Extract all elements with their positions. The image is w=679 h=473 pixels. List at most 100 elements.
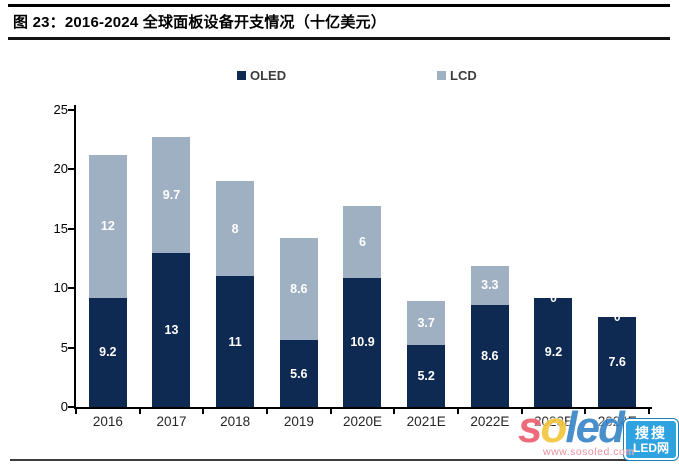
- figure-title: 图 23：2016-2024 全球面板设备开支情况（十亿美元）: [13, 14, 386, 31]
- bar-segment-lcd-2019: 8.6: [279, 238, 318, 341]
- value-label-lcd-2021E: 3.7: [417, 316, 435, 331]
- x-axis-line: [74, 407, 652, 409]
- y-axis-line: [74, 105, 76, 409]
- sosoled-badge-bottom-text: LED网: [632, 440, 669, 455]
- x-tick-mark-9: [648, 409, 650, 414]
- x-category-label-2022E: 2022E: [470, 414, 510, 429]
- x-tick-mark-2: [202, 409, 205, 414]
- stacked-bar-2018: 11 8: [216, 181, 255, 407]
- x-category-label-2016: 2016: [92, 414, 123, 429]
- value-label-oled-2020E: 10.9: [350, 335, 375, 350]
- lcd-legend-swatch: [437, 71, 446, 80]
- y-tick-label-10: 10: [53, 280, 68, 296]
- bar-segment-oled-2018: 11: [216, 276, 255, 407]
- bar-group-2023E: 9.2 0: [522, 110, 586, 407]
- legend-item-oled: OLED: [237, 68, 286, 83]
- stacked-bar-2020E: 10.9 6: [343, 206, 382, 407]
- y-tick-label-5: 5: [60, 339, 68, 355]
- stacked-bar-2021E: 5.2 3.7: [407, 301, 446, 407]
- bar-segment-lcd-2020E: 6: [343, 206, 382, 278]
- bar-group-2019: 5.6 8.6: [267, 110, 331, 407]
- oled-legend-label: OLED: [250, 68, 287, 83]
- x-category-label-2021E: 2021E: [406, 414, 446, 429]
- value-label-lcd-2022E: 3.3: [481, 278, 499, 293]
- x-tick-mark-4: [329, 409, 332, 414]
- x-tick-mark-0: [75, 409, 77, 414]
- value-label-lcd-2018: 8: [231, 221, 239, 236]
- x-tick-mark-5: [393, 409, 396, 414]
- oled-legend-swatch: [237, 71, 246, 80]
- bar-group-2022E: 8.6 3.3: [458, 110, 522, 407]
- x-category-label-2017: 2017: [156, 414, 187, 429]
- y-tick-mark-20: [68, 168, 74, 171]
- bar-segment-lcd-2022E: 3.3: [470, 265, 509, 305]
- bar-segment-oled-2024E: 7.6: [598, 316, 637, 407]
- bar-group-2018: 11 8: [203, 110, 267, 407]
- x-tick-mark-1: [138, 409, 141, 414]
- bar-segment-oled-2019: 5.6: [279, 340, 318, 407]
- bar-segment-lcd-2021E: 3.7: [407, 301, 446, 346]
- y-tick-mark-10: [68, 287, 74, 290]
- title-divider-rule: [8, 37, 670, 40]
- value-label-oled-2016: 9.2: [99, 345, 117, 360]
- bar-segment-oled-2022E: 8.6: [470, 304, 509, 407]
- bar-segment-oled-2016: 9.2: [88, 297, 127, 407]
- value-label-oled-2019: 5.6: [290, 366, 308, 381]
- value-label-oled-2022E: 8.6: [481, 348, 499, 363]
- bar-segment-lcd-2017: 9.7: [152, 137, 191, 253]
- bar-group-2024E: 7.6 0: [585, 110, 649, 407]
- y-tick-mark-15: [68, 227, 74, 230]
- stacked-bar-2016: 9.2 12: [88, 155, 127, 407]
- y-tick-mark-0: [68, 406, 74, 408]
- x-category-label-2018: 2018: [220, 414, 251, 429]
- stacked-bar-2019: 5.6 8.6: [279, 238, 318, 407]
- value-label-oled-2018: 11: [228, 334, 242, 349]
- bar-segment-oled-2020E: 10.9: [343, 277, 382, 407]
- value-label-oled-2021E: 5.2: [417, 369, 435, 384]
- bar-segment-oled-2017: 13: [152, 252, 191, 407]
- bar-group-2017: 13 9.7: [140, 110, 204, 407]
- value-label-oled-2024E: 7.6: [608, 354, 626, 369]
- bar-segment-oled-2021E: 5.2: [407, 345, 446, 407]
- y-tick-mark-5: [68, 346, 74, 349]
- bar-segment-oled-2023E: 9.2: [534, 297, 573, 407]
- x-tick-mark-3: [266, 409, 268, 414]
- bottom-border-rule: [10, 459, 669, 461]
- lcd-legend-label: LCD: [450, 68, 477, 83]
- y-tick-label-0: 0: [60, 399, 68, 414]
- value-label-lcd-2016: 12: [100, 219, 115, 234]
- y-tick-label-20: 20: [53, 161, 68, 177]
- x-category-label-2024E: 2024E: [597, 414, 637, 429]
- x-category-label-2023E: 2023E: [534, 414, 574, 429]
- y-tick-label-25: 25: [53, 102, 68, 117]
- y-tick-mark-25: [68, 109, 74, 111]
- plot-area: 9.2 12 13 9.7 11 8 5.6 8.6 10.9 6 5.2 3.7 8.6 3.3 9.2 0…: [76, 110, 649, 407]
- x-category-label-2020E: 2020E: [343, 414, 383, 429]
- value-label-lcd-2019: 8.6: [290, 282, 308, 297]
- y-axis-labels: 0 5 10 15 20 25: [30, 102, 68, 414]
- value-label-lcd-2017: 9.7: [162, 187, 181, 202]
- value-label-oled-2023E: 9.2: [544, 345, 563, 360]
- value-label-oled-2017: 13: [164, 322, 179, 337]
- sosoled-url: www.sosoled.com: [543, 446, 635, 458]
- bar-group-2021E: 5.2 3.7: [394, 110, 458, 407]
- stacked-bar-2017: 13 9.7: [152, 137, 191, 407]
- x-tick-mark-6: [457, 409, 459, 414]
- y-tick-label-15: 15: [53, 220, 68, 236]
- value-label-lcd-2020E: 6: [359, 234, 366, 249]
- legend-item-lcd: LCD: [437, 68, 477, 83]
- x-tick-mark-7: [520, 409, 523, 414]
- stacked-bar-2024E: 7.6 0: [598, 310, 637, 407]
- bar-segment-lcd-2016: 12: [88, 155, 127, 298]
- x-axis-category-labels: 2016 2017 2018 2019 2020E 2021E 2022E 2023E 2024…: [76, 414, 649, 429]
- x-category-label-2019: 2019: [283, 414, 314, 429]
- stacked-bar-2023E: 9.2 0: [534, 291, 573, 407]
- top-border-rule: [8, 4, 670, 7]
- x-tick-mark-8: [584, 409, 587, 414]
- value-label-lcd-2023E: 0: [550, 290, 557, 305]
- value-label-lcd-2024E: 0: [613, 309, 621, 324]
- bar-group-2016: 9.2 12: [76, 110, 140, 407]
- bar-group-2020E: 10.9 6: [331, 110, 395, 407]
- bar-segment-lcd-2018: 8: [216, 181, 255, 277]
